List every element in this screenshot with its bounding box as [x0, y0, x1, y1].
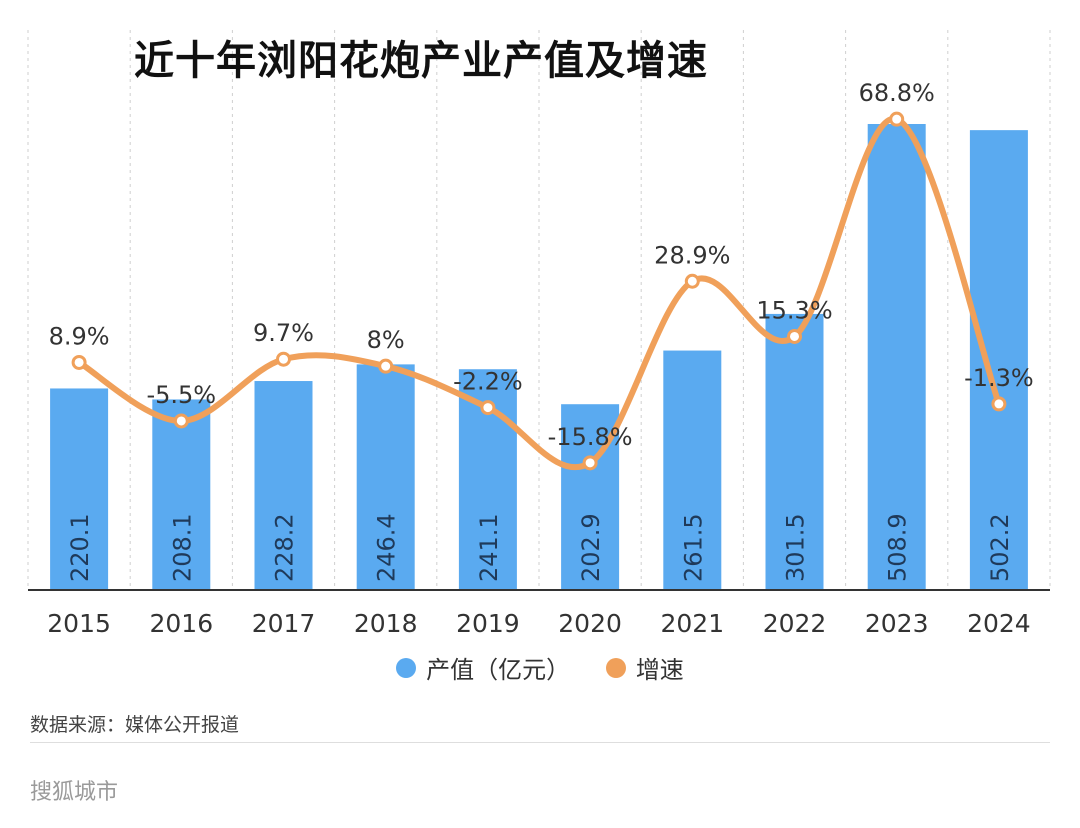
bar: [254, 381, 313, 590]
bar-value-label: 241.1: [475, 513, 503, 582]
x-tick-label: 2022: [763, 609, 827, 638]
growth-point: [684, 273, 700, 289]
bar-value-label: 261.5: [679, 513, 707, 582]
legend: 产值（亿元） 增速: [0, 650, 1080, 685]
legend-dot-output-icon: [396, 657, 417, 678]
legend-label-growth: 增速: [635, 656, 684, 684]
growth-value-label: 8%: [367, 326, 405, 354]
x-tick-label: 2019: [456, 609, 520, 638]
growth-point: [991, 396, 1007, 412]
bar: [765, 313, 824, 590]
x-tick-label: 2016: [149, 609, 213, 638]
x-tick-label: 2020: [558, 609, 622, 638]
growth-value-label: -5.5%: [146, 381, 216, 409]
bar-value-label: 502.2: [986, 513, 1014, 582]
bar: [867, 124, 926, 590]
bar-value-label: 508.9: [884, 513, 912, 582]
growth-point: [276, 351, 291, 367]
bar-value-label: 301.5: [782, 513, 810, 582]
bar-value-label: 228.2: [271, 513, 299, 582]
brand-name: 搜狐城市: [30, 780, 119, 805]
growth-value-label: -2.2%: [453, 368, 523, 396]
growth-point: [378, 358, 394, 374]
x-tick-labels: 2015 2016 2017 2018 2019 2020 2021 2022 2023 2024: [47, 609, 1030, 638]
bar-value-labels: 220.1 208.1 228.2 246.4 241.1 202.9 261.5 301.5…: [66, 513, 1014, 582]
x-tick-label: 2017: [252, 609, 316, 638]
bar-value-label: 208.1: [168, 513, 196, 582]
growth-point: [787, 328, 802, 344]
data-source-note: 数据来源：媒体公开报道: [30, 714, 240, 736]
growth-point: [71, 354, 87, 370]
growth-point: [889, 111, 905, 127]
bar: [969, 130, 1028, 591]
divider: [30, 742, 1050, 743]
x-tick-label: 2021: [660, 609, 724, 638]
growth-point: [582, 455, 598, 471]
x-tick-label: 2018: [354, 609, 418, 638]
bar: [663, 350, 722, 590]
legend-dot-growth-icon: [605, 657, 626, 678]
growth-point: [173, 413, 189, 429]
growth-value-label: 68.8%: [859, 79, 935, 107]
chart-title: 近十年浏阳花炮产业产值及增速: [134, 38, 708, 84]
growth-value-label: 9.7%: [253, 319, 314, 347]
growth-value-label: -15.8%: [548, 423, 633, 451]
bar-value-label: 202.9: [577, 513, 605, 582]
growth-value-label: 8.9%: [49, 322, 110, 350]
growth-points: [71, 111, 1007, 471]
legend-item-growth: 增速: [605, 650, 684, 685]
x-tick-label: 2015: [47, 609, 111, 638]
bar: [356, 364, 415, 590]
legend-label-output: 产值（亿元）: [426, 656, 571, 684]
growth-point: [480, 400, 496, 416]
bar-value-label: 220.1: [66, 513, 94, 582]
chart: 220.1 208.1 228.2 246.4 241.1 202.9 261.5 301.5…: [27, 30, 1051, 638]
x-tick-label: 2023: [865, 609, 929, 638]
x-tick-label: 2024: [967, 609, 1031, 638]
growth-value-label: 15.3%: [756, 296, 832, 324]
bar: [152, 399, 211, 590]
bar: [50, 388, 109, 590]
bar-value-label: 246.4: [373, 513, 401, 582]
legend-item-output: 产值（亿元）: [396, 650, 570, 685]
growth-value-label: 28.9%: [654, 241, 730, 269]
growth-value-label: -1.3%: [964, 364, 1034, 392]
growth-value-labels: 8.9% -5.5% 9.7% 8% -2.2% -15.8% 28.9% 15.3% 68.8…: [49, 79, 1034, 451]
